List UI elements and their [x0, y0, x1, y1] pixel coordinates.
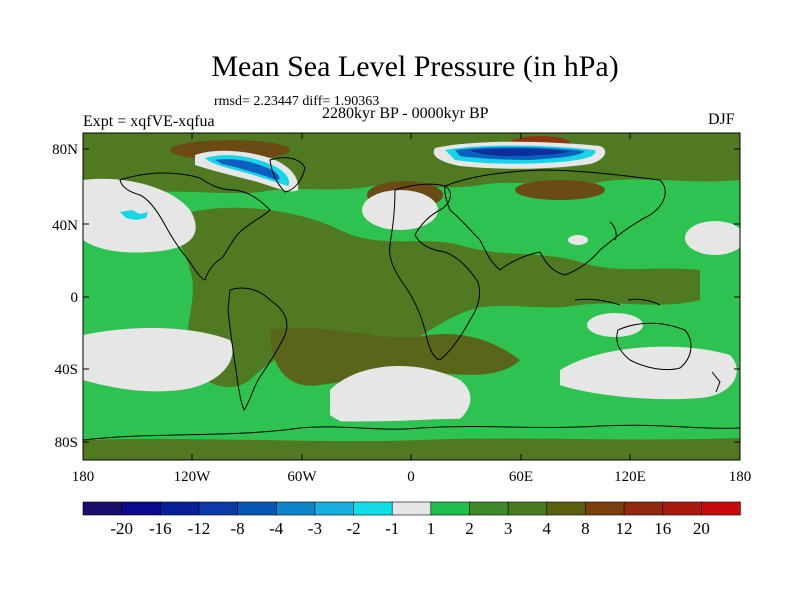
colorbar-swatch: [198, 501, 239, 516]
colorbar-label: 3: [504, 519, 513, 538]
colorbar-swatch: [391, 501, 432, 516]
lon-label-120w: 120W: [174, 469, 212, 485]
lon-label-180-left: 180: [72, 469, 95, 485]
field-gray-north-atlantic: [362, 190, 438, 230]
coastlines: [83, 157, 740, 441]
lon-label-180-right: 180: [729, 469, 752, 485]
lat-label-80n: 80N: [52, 142, 78, 158]
colorbar-swatch: [275, 501, 316, 516]
field-gray-south-indian: [560, 346, 737, 400]
map-title: Mean Sea Level Pressure (in hPa): [211, 50, 619, 83]
lon-label-120e: 120E: [614, 469, 646, 485]
colorbar-swatch: [314, 501, 355, 516]
colorbar-swatch: [237, 501, 277, 516]
colorbar-label: -16: [149, 519, 172, 538]
colorbar-swatch: [82, 501, 123, 516]
lat-label-80s: 80S: [55, 435, 78, 451]
period-label: 2280kyr BP - 0000kyr BP: [322, 105, 489, 122]
field-gray-south-atlantic: [330, 366, 471, 435]
field-brown-asia: [515, 180, 605, 200]
colorbar-label: -4: [269, 519, 284, 538]
colorbar-swatch: [701, 501, 741, 516]
colorbar-swatch: [353, 501, 393, 516]
colorbar-swatch: [662, 501, 703, 516]
colorbar-swatch: [585, 501, 625, 516]
colorbar-label: 2: [465, 519, 474, 538]
colorbar-label: -2: [346, 519, 360, 538]
pressure-field: [83, 133, 740, 460]
experiment-label: Expt = xqfVE-xqfua: [83, 113, 215, 130]
colorbar-label: 12: [616, 519, 633, 538]
colorbar-label: -3: [308, 519, 322, 538]
season-label: DJF: [708, 111, 735, 128]
lon-label-60w: 60W: [287, 469, 317, 485]
colorbar-swatch: [623, 501, 664, 516]
colorbar-label: 4: [543, 519, 552, 538]
colorbar-swatch: [159, 501, 200, 516]
field-gray-south-pacific: [83, 328, 233, 392]
rmsd-diff-stats: rmsd= 2.23447 diff= 1.90363: [214, 94, 380, 109]
field-olive-south: [270, 327, 520, 386]
colorbar-label: 8: [581, 519, 590, 538]
lat-label-40n: 40N: [52, 218, 78, 234]
colorbar-label: 1: [427, 519, 436, 538]
colorbar-swatch: [507, 501, 548, 516]
field-antarctic-olive: [83, 438, 740, 460]
colorbar-label: -20: [110, 519, 133, 538]
field-darkblue-siberia: [470, 148, 570, 156]
colorbar: -20 -16 -12 -8 -4 -3 -2 -1 1 2 3 4 8 12 16 20: [82, 501, 741, 538]
colorbar-label: -1: [385, 519, 399, 538]
colorbar-swatch: [121, 501, 162, 516]
colorbar-swatch: [430, 501, 471, 516]
field-gray-indian-ocean: [587, 313, 643, 337]
colorbar-swatch: [546, 501, 587, 516]
field-gray-west-pacific: [685, 221, 740, 255]
colorbar-swatch: [469, 501, 509, 516]
lon-label-0: 0: [407, 469, 415, 485]
field-cyan-north-pacific: [120, 210, 148, 220]
colorbar-label: -8: [231, 519, 245, 538]
axis-ticks: [82, 133, 741, 460]
lat-label-40s: 40S: [55, 362, 78, 378]
lon-label-60e: 60E: [509, 469, 533, 485]
colorbar-label: 20: [693, 519, 710, 538]
field-blue-greenland: [215, 159, 280, 180]
lat-label-0: 0: [71, 290, 79, 306]
colorbar-label: -12: [188, 519, 211, 538]
field-gray-china: [568, 235, 588, 245]
colorbar-label: 16: [654, 519, 671, 538]
